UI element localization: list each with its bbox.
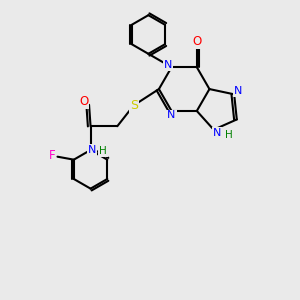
- Text: N: N: [213, 128, 221, 138]
- Text: N: N: [167, 110, 176, 120]
- Text: H: H: [99, 146, 107, 157]
- Text: N: N: [233, 86, 242, 96]
- Text: S: S: [130, 99, 138, 112]
- Text: O: O: [79, 95, 88, 108]
- Text: F: F: [49, 149, 56, 162]
- Text: N: N: [164, 60, 172, 70]
- Text: O: O: [192, 35, 201, 48]
- Text: H: H: [225, 130, 233, 140]
- Text: N: N: [88, 145, 96, 155]
